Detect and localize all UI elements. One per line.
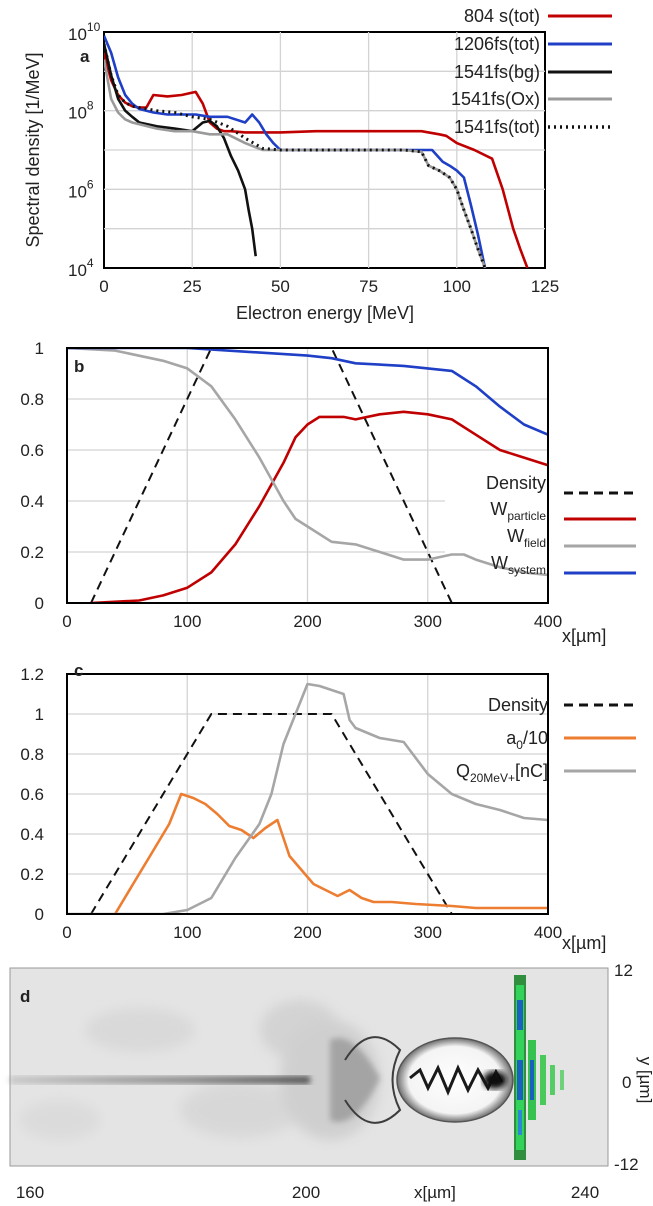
panel-d-y-tick: 0 xyxy=(622,1073,631,1092)
panel-c-x-ticks: 0 100 200 300 400 xyxy=(62,923,562,942)
panel-b-y-ticks: 0 0.2 0.4 0.6 0.8 1 xyxy=(20,339,44,613)
x-tick-label: 300 xyxy=(414,612,442,631)
legend-label: 804 s(tot) xyxy=(464,6,540,26)
x-tick-label: 200 xyxy=(293,923,321,942)
y-tick-label: 1 xyxy=(35,705,44,724)
panel-d-x-axis-label: x[µm] xyxy=(414,1183,456,1202)
panel-b-x-axis-label: x[µm] xyxy=(562,626,606,646)
panel-c-x-axis-label: x[µm] xyxy=(562,933,606,953)
panel-d-laser-pulse xyxy=(514,975,564,1160)
series-line-b-1 xyxy=(90,410,548,603)
panel-a-x-axis-label: Electron energy [MeV] xyxy=(236,303,414,323)
y-tick-label: 0.8 xyxy=(20,390,44,409)
y-tick-label: 106 xyxy=(68,177,94,201)
legend-label: Density xyxy=(486,473,546,493)
panel-d-x-tick: 240 xyxy=(571,1183,599,1202)
panel-a: a 0 25 50 75 100 125 104 106 108 1010 Electron e… xyxy=(23,6,612,323)
panel-b-x-ticks: 0 100 200 300 400 xyxy=(62,612,562,631)
series-line-c-2 xyxy=(67,682,548,914)
x-tick-label: 400 xyxy=(534,612,562,631)
y-tick-label: 0.4 xyxy=(20,492,44,511)
x-tick-label: 25 xyxy=(183,277,202,296)
series-line-b-0 xyxy=(90,348,453,603)
x-tick-label: 100 xyxy=(173,612,201,631)
panel-d-x-tick: 200 xyxy=(292,1183,320,1202)
y-tick-label: 1 xyxy=(35,339,44,358)
legend-label: 1541fs(bg) xyxy=(454,62,540,82)
legend-label: a0/10 xyxy=(506,728,548,752)
panel-b: b 0 100 200 300 400 0 0.2 0.4 0.6 0.8 1 x[µm] Den… xyxy=(20,339,645,646)
series-line-a-4 xyxy=(104,43,487,268)
panel-c-series xyxy=(67,682,548,914)
series-line-a-2 xyxy=(104,43,257,257)
y-tick-label: 0.2 xyxy=(20,543,44,562)
x-tick-label: 400 xyxy=(534,923,562,942)
legend-label: Wfield xyxy=(507,526,546,550)
panel-label-c: c xyxy=(74,661,83,680)
panel-d-y-axis-label: y [µm] xyxy=(636,1057,653,1104)
x-tick-label: 100 xyxy=(443,277,471,296)
series-line-b-3 xyxy=(67,348,548,436)
y-tick-label: 0.2 xyxy=(20,865,44,884)
panel-b-series xyxy=(67,348,548,603)
series-line-a-1 xyxy=(104,35,487,268)
y-tick-label: 0.6 xyxy=(20,785,44,804)
series-line-c-1 xyxy=(113,792,548,914)
x-tick-label: 125 xyxy=(531,277,559,296)
y-tick-label: 0.6 xyxy=(20,441,44,460)
panel-a-y-axis-label: Spectral density [1/MeV] xyxy=(23,52,43,247)
panel-d-plasma-bubble xyxy=(396,1037,514,1123)
x-tick-label: 300 xyxy=(414,923,442,942)
panel-c: c 0 100 200 300 400 00.20.40.60.811.2 x[µm] … xyxy=(20,661,636,953)
y-tick-label: 104 xyxy=(68,256,94,280)
panel-label-b: b xyxy=(74,357,84,376)
x-tick-label: 0 xyxy=(62,923,71,942)
legend-label: Wsystem xyxy=(491,553,546,577)
panel-d-x-tick: 160 xyxy=(16,1183,44,1202)
y-tick-label: 108 xyxy=(68,99,94,123)
panel-label-d: d xyxy=(20,987,30,1006)
panel-a-x-ticks: 0 25 50 75 100 125 xyxy=(99,277,559,296)
y-tick-label: 0.4 xyxy=(20,825,44,844)
panel-d: d 12 0 -12 y [µm] 160 200 240 x[µm] xyxy=(9,961,653,1202)
y-tick-label: 0 xyxy=(35,905,44,924)
panel-a-series xyxy=(104,35,529,268)
legend-label: 1206fs(tot) xyxy=(454,34,540,54)
series-line-a-0 xyxy=(104,52,529,268)
x-tick-label: 0 xyxy=(62,612,71,631)
x-tick-label: 100 xyxy=(173,923,201,942)
panel-c-legend: Density a0/10 Q20MeV+[nC] xyxy=(456,695,636,785)
panel-c-y-ticks: 0 0.2 0.4 0.6 0.8 1 1.2 xyxy=(20,665,44,924)
series-line-c-0 xyxy=(90,713,453,914)
x-tick-label: 75 xyxy=(359,277,378,296)
legend-label: Wparticle xyxy=(490,499,546,523)
panel-a-y-ticks: 104 106 108 1010 xyxy=(68,20,101,280)
y-tick-label: 1010 xyxy=(68,20,101,44)
y-tick-label: 1.2 xyxy=(20,665,44,684)
legend-label: Density xyxy=(488,695,548,715)
panel-a-legend: 804 s(tot) 1206fs(tot) 1541fs(bg) 1541fs(Ox… xyxy=(451,6,612,137)
panel-c-grid xyxy=(67,674,548,914)
x-tick-label: 200 xyxy=(293,612,321,631)
panel-label-a: a xyxy=(80,47,90,66)
panel-d-y-tick: 12 xyxy=(614,961,633,980)
y-tick-label: 0.8 xyxy=(20,745,44,764)
panel-d-y-tick: -12 xyxy=(614,1155,639,1174)
x-tick-label: 0 xyxy=(99,277,108,296)
series-line-a-3 xyxy=(104,59,487,268)
legend-label: Q20MeV+[nC] xyxy=(456,761,548,785)
panel-b-legend: Density Wparticle Wfield Wsystem xyxy=(486,473,636,577)
legend-label: 1541fs(tot) xyxy=(454,117,540,137)
series-line-b-2 xyxy=(67,348,548,577)
y-tick-label: 0 xyxy=(35,594,44,613)
x-tick-label: 50 xyxy=(271,277,290,296)
legend-label: 1541fs(Ox) xyxy=(451,89,540,109)
panel-d-electron-channel xyxy=(10,1076,310,1084)
